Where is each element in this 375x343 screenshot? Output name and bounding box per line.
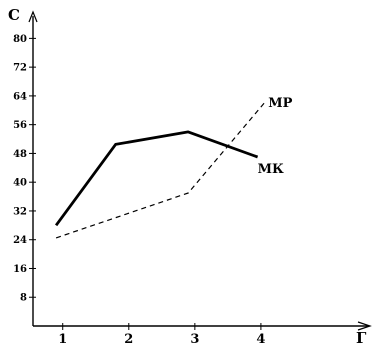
y-tick-label: 48 <box>13 149 27 160</box>
series-labels: МК МР <box>258 96 293 177</box>
y-tick-label: 32 <box>13 206 27 217</box>
y-tick-label: 8 <box>20 293 27 304</box>
series-lines <box>54 102 265 239</box>
x-tick-label: 1 <box>58 332 67 343</box>
y-tick-label: 64 <box>13 91 27 102</box>
axes <box>28 10 372 331</box>
y-ticks: 8 16 24 32 40 48 56 64 72 80 <box>13 34 36 304</box>
x-tick-label: 4 <box>256 332 265 343</box>
series-line-mr <box>55 102 265 239</box>
y-axis-arrow <box>28 10 38 23</box>
y-tick-label: 24 <box>13 235 27 246</box>
x-axis-arrow <box>357 321 372 331</box>
y-tick-label: 40 <box>13 178 27 189</box>
x-ticks: 1 2 3 4 <box>58 323 265 343</box>
series-label: МР <box>268 96 292 111</box>
x-tick-label: 3 <box>190 332 199 343</box>
x-tick-label: 2 <box>124 332 133 343</box>
x-axis-label: Г <box>356 329 367 343</box>
series-line-mk <box>54 130 259 227</box>
y-tick-label: 80 <box>13 34 27 45</box>
y-tick-label: 16 <box>13 264 27 275</box>
y-axis-label: C <box>8 6 20 24</box>
y-tick-label: 72 <box>13 63 27 74</box>
y-tick-label: 56 <box>13 120 27 131</box>
series-label: МК <box>258 162 284 177</box>
